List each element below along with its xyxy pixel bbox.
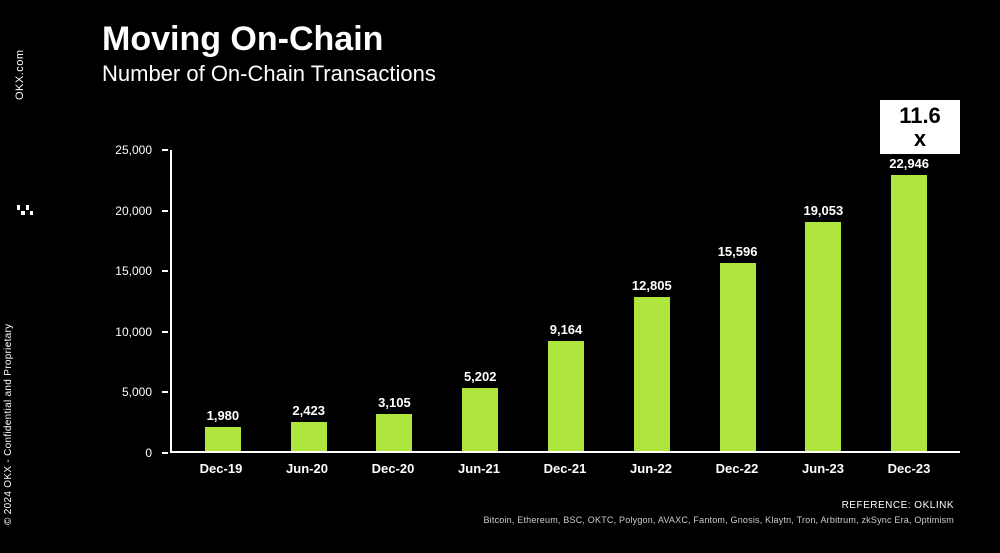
bar-slot: 12,805 (609, 150, 695, 451)
y-tick-label: 25,000 (115, 143, 152, 157)
y-tick-mark (162, 149, 168, 151)
bar-slot: 5,202 (437, 150, 523, 451)
y-tick-label: 5,000 (122, 385, 152, 399)
y-tick-label: 10,000 (115, 325, 152, 339)
bars-container: 1,980 2,423 3,105 5,202 9,164 12,805 15,596 19,… (172, 150, 960, 451)
bar (205, 427, 241, 451)
bar-slot: 9,164 (523, 150, 609, 451)
bar-value-label: 2,423 (292, 403, 325, 418)
left-sidebar: OKX.com © 2024 OKX - Confidential and Pr… (0, 0, 50, 553)
bar (376, 414, 412, 451)
brand-text: OKX.com (14, 49, 26, 100)
x-tick-label: Jun-22 (608, 455, 694, 483)
x-tick-label: Jun-23 (780, 455, 866, 483)
plot-area: 1,980 2,423 3,105 5,202 9,164 12,805 15,596 19,… (170, 150, 960, 453)
y-tick-mark (162, 391, 168, 393)
y-tick-label: 20,000 (115, 204, 152, 218)
y-tick-mark (162, 452, 168, 454)
okx-logo-icon (17, 205, 33, 215)
bar-slot: 2,423 (266, 150, 352, 451)
bar (720, 263, 756, 451)
footnote-reference: REFERENCE: OKLINK (842, 500, 954, 511)
x-tick-label: Dec-23 (866, 455, 952, 483)
bar-slot: 1,980 (180, 150, 266, 451)
y-tick-mark (162, 270, 168, 272)
bar-slot: 15,596 (695, 150, 781, 451)
x-tick-label: Jun-21 (436, 455, 522, 483)
multiplier-badge: 11.6 x (880, 100, 960, 154)
bar-chart: 05,00010,00015,00020,00025,000 1,9802,42… (100, 150, 960, 483)
bar-slot: 3,105 (352, 150, 438, 451)
bar-value-label: 1,980 (207, 408, 240, 423)
bar-value-label: 19,053 (803, 203, 843, 218)
slide-title: Moving On-Chain (102, 20, 990, 59)
badge-unit: x (894, 127, 946, 150)
bar-value-label: 22,946 (889, 156, 929, 171)
bar (891, 175, 927, 451)
footnote-chains: Bitcoin, Ethereum, BSC, OKTC, Polygon, A… (483, 515, 954, 525)
y-tick-label: 15,000 (115, 264, 152, 278)
bar-slot: 19,053 (780, 150, 866, 451)
bar (805, 222, 841, 451)
bar-value-label: 12,805 (632, 278, 672, 293)
slide-subtitle: Number of On-Chain Transactions (102, 61, 990, 87)
bar (548, 341, 584, 451)
bar (634, 297, 670, 451)
bar-value-label: 5,202 (464, 369, 497, 384)
x-tick-label: Dec-19 (178, 455, 264, 483)
bar (291, 422, 327, 451)
x-tick-label: Dec-20 (350, 455, 436, 483)
copyright-text: © 2024 OKX - Confidential and Proprietar… (3, 324, 14, 525)
x-tick-label: Dec-21 (522, 455, 608, 483)
bar-value-label: 9,164 (550, 322, 583, 337)
bar (462, 388, 498, 451)
bar-value-label: 3,105 (378, 395, 411, 410)
main-content: Moving On-Chain Number of On-Chain Trans… (60, 20, 990, 543)
x-tick-label: Dec-22 (694, 455, 780, 483)
bar-slot: 22,946 (866, 150, 952, 451)
bar-value-label: 15,596 (718, 244, 758, 259)
x-tick-label: Jun-20 (264, 455, 350, 483)
y-axis-ticks: 05,00010,00015,00020,00025,000 (100, 150, 160, 453)
y-tick-label: 0 (145, 446, 152, 460)
x-axis-labels: Dec-19Jun-20Dec-20Jun-21Dec-21Jun-22Dec-… (170, 455, 960, 483)
y-tick-mark (162, 210, 168, 212)
y-tick-mark (162, 331, 168, 333)
badge-value: 11.6 (894, 104, 946, 127)
